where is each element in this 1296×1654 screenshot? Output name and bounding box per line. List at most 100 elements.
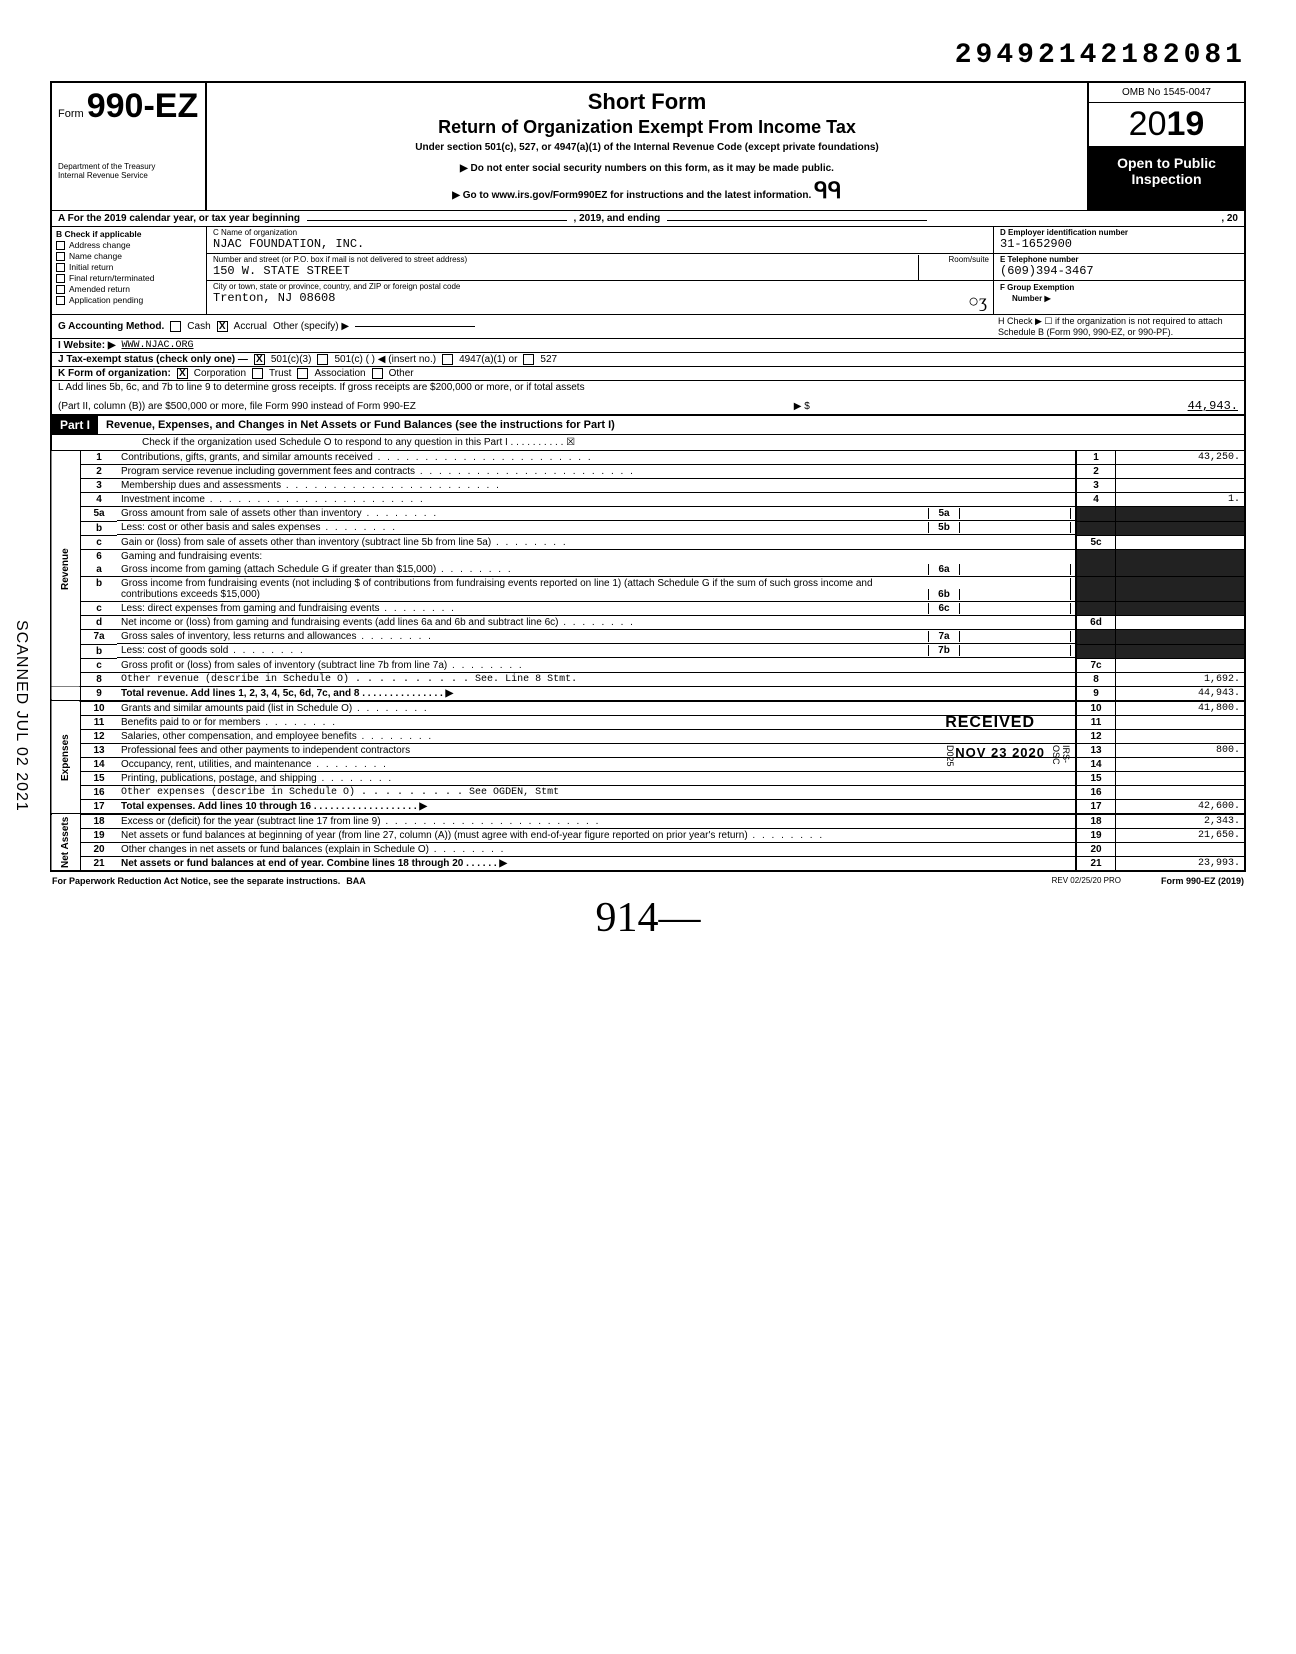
chk-trust[interactable] bbox=[252, 368, 263, 379]
val-19: 21,650. bbox=[1116, 828, 1246, 842]
title-return: Return of Organization Exempt From Incom… bbox=[217, 117, 1077, 138]
row-i: I Website: ▶ WWW.NJAC.ORG bbox=[52, 339, 1244, 353]
val-21: 23,993. bbox=[1116, 856, 1246, 871]
h-note: H Check ▶ ☐ if the organization is not r… bbox=[998, 316, 1238, 337]
line-3: 3 Membership dues and assessments 3 bbox=[51, 479, 1245, 493]
line-7a: 7a Gross sales of inventory, less return… bbox=[51, 630, 1245, 645]
line-7b: b Less: cost of goods sold 7b bbox=[51, 644, 1245, 658]
chk-cash[interactable] bbox=[170, 321, 181, 332]
part-i-check-o: Check if the organization used Schedule … bbox=[50, 435, 1246, 451]
tracking-number: 29492142182081 bbox=[50, 40, 1246, 71]
open-to-public: Open to Public Inspection bbox=[1089, 147, 1244, 210]
row-j: J Tax-exempt status (check only one) — X… bbox=[52, 353, 1244, 367]
rows-g-to-l: G Accounting Method. Cash XAccrual Other… bbox=[50, 315, 1246, 416]
scanned-stamp: SCANNED JUL 02 2021 bbox=[12, 620, 30, 812]
chk-accrual[interactable]: X bbox=[217, 321, 228, 332]
chk-final-return[interactable] bbox=[56, 274, 65, 283]
line-19: 19 Net assets or fund balances at beginn… bbox=[51, 828, 1245, 842]
chk-address-change[interactable] bbox=[56, 241, 65, 250]
entity-block: B Check if applicable Address change Nam… bbox=[50, 226, 1246, 315]
line-9: 9 Total revenue. Add lines 1, 2, 3, 4, 5… bbox=[51, 686, 1245, 701]
signature: 914— bbox=[50, 894, 1246, 942]
row-k: K Form of organization: XCorporation Tru… bbox=[52, 367, 1244, 381]
line-11: 11 Benefits paid to or for members RECEI… bbox=[51, 715, 1245, 729]
line-10: Expenses 10 Grants and similar amounts p… bbox=[51, 701, 1245, 716]
chk-other-org[interactable] bbox=[372, 368, 383, 379]
val-18: 2,343. bbox=[1116, 814, 1246, 829]
org-name: NJAC FOUNDATION, INC. bbox=[213, 237, 987, 251]
chk-501c[interactable] bbox=[317, 354, 328, 365]
line-6c: c Less: direct expenses from gaming and … bbox=[51, 602, 1245, 616]
section-revenue: Revenue bbox=[51, 451, 81, 686]
chk-association[interactable] bbox=[297, 368, 308, 379]
chk-501c3[interactable]: X bbox=[254, 354, 265, 365]
chk-527[interactable] bbox=[523, 354, 534, 365]
line-13: 13 Professional fees and other payments … bbox=[51, 743, 1245, 757]
val-8: 1,692. bbox=[1116, 672, 1246, 686]
col-def: D Employer identification number 31-1652… bbox=[994, 227, 1244, 314]
telephone: (609)394-3467 bbox=[1000, 264, 1238, 278]
val-13: 800. bbox=[1116, 743, 1246, 757]
line-1: Revenue 1 Contributions, gifts, grants, … bbox=[51, 451, 1245, 465]
footer: For Paperwork Reduction Act Notice, see … bbox=[50, 872, 1246, 890]
row-l: L Add lines 5b, 6c, and 7b to line 9 to … bbox=[52, 381, 1244, 414]
line-7c: c Gross profit or (loss) from sales of i… bbox=[51, 658, 1245, 672]
tax-year: 2019 bbox=[1089, 103, 1244, 147]
line-12: 12 Salaries, other compensation, and emp… bbox=[51, 729, 1245, 743]
val-4: 1. bbox=[1116, 493, 1246, 507]
row-a-tax-year: A For the 2019 calendar year, or tax yea… bbox=[50, 210, 1246, 226]
stamp-irs-osc: IRS-OSC bbox=[1051, 745, 1071, 765]
chk-4947a1[interactable] bbox=[442, 354, 453, 365]
subtitle: Under section 501(c), 527, or 4947(a)(1)… bbox=[217, 142, 1077, 153]
form-prefix: Form bbox=[58, 108, 84, 120]
org-street: 150 W. STATE STREET bbox=[213, 264, 987, 278]
line-8: 8 Other revenue (describe in Schedule O)… bbox=[51, 672, 1245, 686]
line-5b: b Less: cost or other basis and sales ex… bbox=[51, 521, 1245, 535]
line-6b: b Gross income from fundraising events (… bbox=[51, 577, 1245, 602]
val-17: 42,600. bbox=[1116, 799, 1246, 814]
line-6: 6 Gaming and fundraising events: bbox=[51, 549, 1245, 563]
gross-receipts: 44,943. bbox=[1188, 399, 1238, 413]
line-5a: 5a Gross amount from sale of assets othe… bbox=[51, 507, 1245, 522]
line-16: 16 Other expenses (describe in Schedule … bbox=[51, 785, 1245, 799]
col-c-org-info: C Name of organization NJAC FOUNDATION, … bbox=[207, 227, 994, 314]
org-city: Trenton, NJ 08608 ○ʒ bbox=[213, 291, 987, 305]
val-1: 43,250. bbox=[1116, 451, 1246, 465]
chk-amended-return[interactable] bbox=[56, 285, 65, 294]
col-b-checkboxes: B Check if applicable Address change Nam… bbox=[52, 227, 207, 314]
form-header: Form 990-EZ Department of the Treasury I… bbox=[50, 81, 1246, 210]
ein: 31-1652900 bbox=[1000, 237, 1238, 251]
chk-initial-return[interactable] bbox=[56, 263, 65, 272]
line-6d: d Net income or (loss) from gaming and f… bbox=[51, 616, 1245, 630]
omb-number: OMB No 1545-0047 bbox=[1089, 83, 1244, 103]
line-5c: c Gain or (loss) from sale of assets oth… bbox=[51, 535, 1245, 549]
chk-corporation[interactable]: X bbox=[177, 368, 188, 379]
chk-application-pending[interactable] bbox=[56, 296, 65, 305]
title-short-form: Short Form bbox=[217, 89, 1077, 115]
part-i-table: Revenue 1 Contributions, gifts, grants, … bbox=[50, 451, 1246, 872]
row-g: G Accounting Method. Cash XAccrual Other… bbox=[52, 315, 1244, 339]
website: WWW.NJAC.ORG bbox=[122, 340, 194, 351]
line-17: 17 Total expenses. Add lines 10 through … bbox=[51, 799, 1245, 814]
arrow-ssn: ▶ Do not enter social security numbers o… bbox=[217, 163, 1077, 174]
form-number: 990-EZ bbox=[87, 87, 199, 125]
line-18: Net Assets 18 Excess or (deficit) for th… bbox=[51, 814, 1245, 829]
stamp-date: NOV 23 2020 bbox=[955, 745, 1045, 760]
stamp-d025: D025 bbox=[945, 745, 955, 767]
line-6a: a Gross income from gaming (attach Sched… bbox=[51, 563, 1245, 577]
part-i-header: Part I Revenue, Expenses, and Changes in… bbox=[50, 416, 1246, 435]
section-expenses: Expenses bbox=[51, 701, 81, 814]
stamp-received: RECEIVED bbox=[945, 714, 1035, 732]
line-15: 15 Printing, publications, postage, and … bbox=[51, 771, 1245, 785]
val-9: 44,943. bbox=[1116, 686, 1246, 701]
arrow-website: ▶ Go to www.irs.gov/Form990EZ for instru… bbox=[452, 190, 811, 201]
line-20: 20 Other changes in net assets or fund b… bbox=[51, 842, 1245, 856]
hand-initials: ᑫᑫ bbox=[814, 178, 842, 203]
chk-name-change[interactable] bbox=[56, 252, 65, 261]
val-10: 41,800. bbox=[1116, 701, 1246, 716]
line-2: 2 Program service revenue including gove… bbox=[51, 465, 1245, 479]
section-net-assets: Net Assets bbox=[51, 814, 81, 871]
dept-irs: Internal Revenue Service bbox=[58, 171, 199, 180]
dept-treasury: Department of the Treasury bbox=[58, 162, 199, 171]
line-21: 21 Net assets or fund balances at end of… bbox=[51, 856, 1245, 871]
